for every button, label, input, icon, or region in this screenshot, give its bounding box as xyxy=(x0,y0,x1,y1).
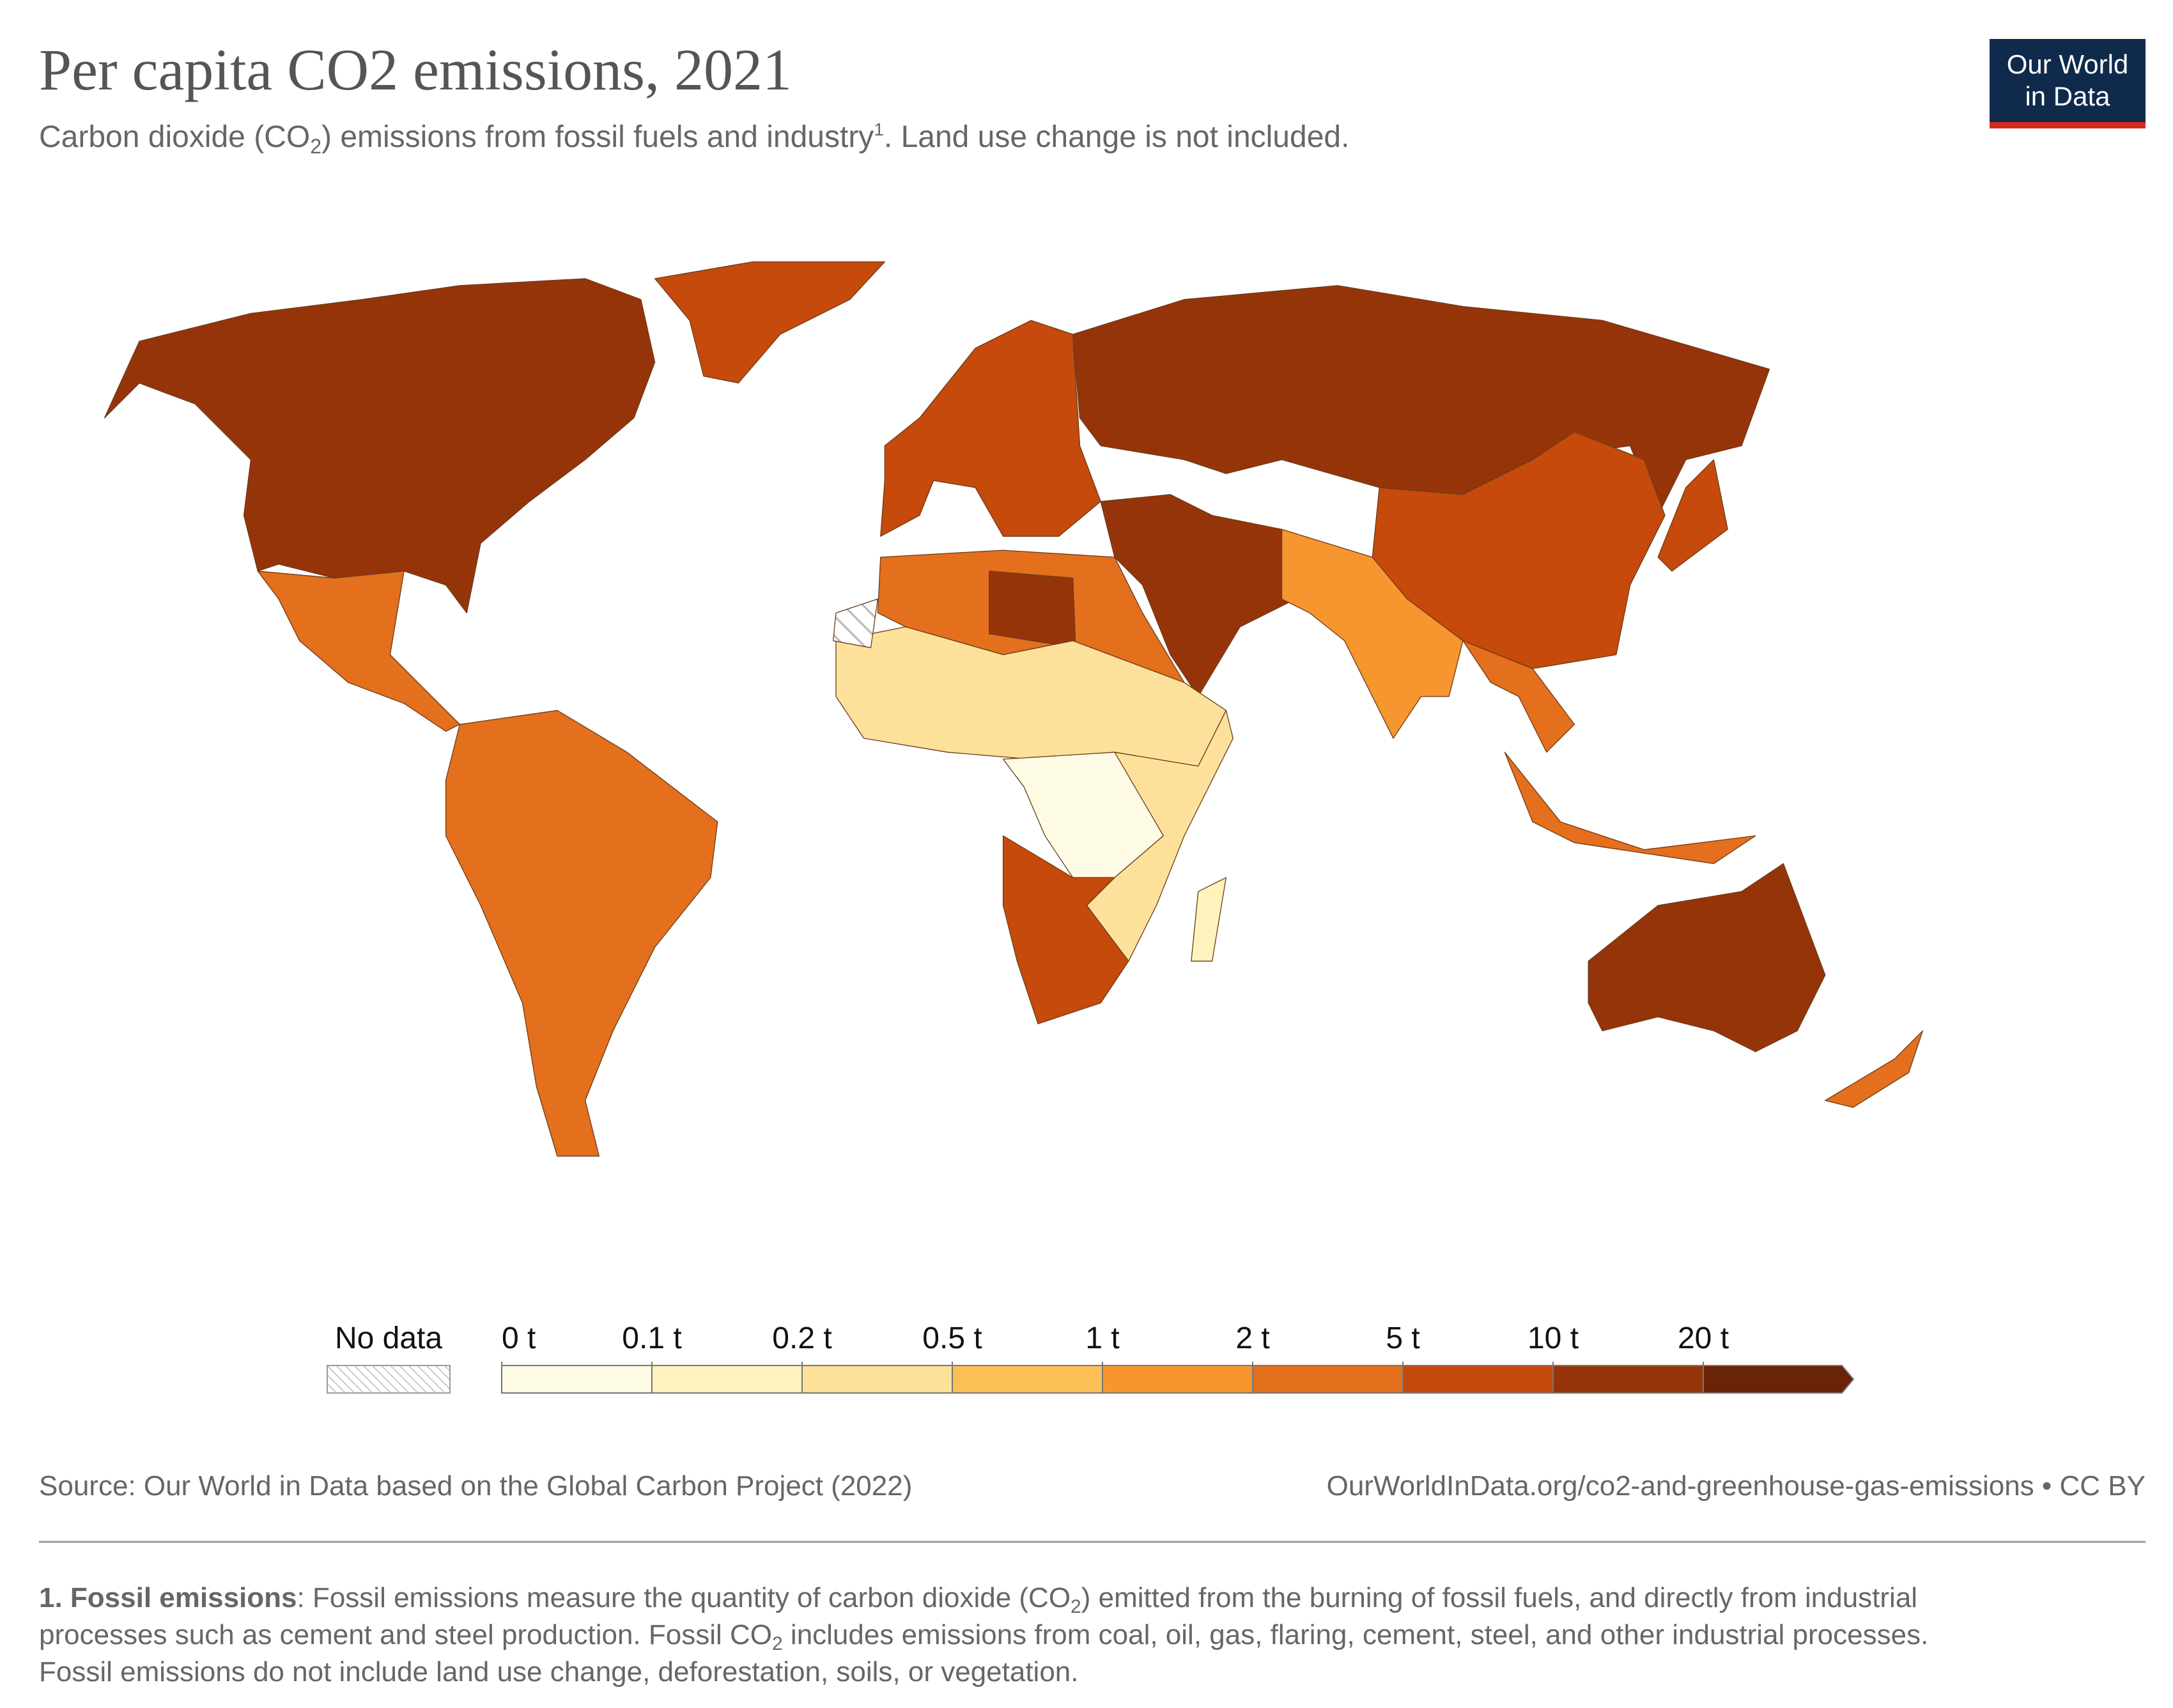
legend-swatch xyxy=(501,1365,653,1394)
subtitle-sup: 1 xyxy=(874,119,884,139)
legend-tick-label: 2 t xyxy=(1235,1321,1269,1355)
subtitle-text: Carbon dioxide (CO xyxy=(39,120,310,154)
region xyxy=(1281,528,1464,739)
legend-tick-label: 1 t xyxy=(1085,1321,1119,1355)
region xyxy=(1100,494,1297,697)
region xyxy=(1072,285,1770,516)
region-no-data xyxy=(832,598,879,649)
legend-swatch xyxy=(1102,1365,1253,1394)
legend-tick-label: 5 t xyxy=(1386,1321,1419,1355)
footnote-text: Fossil emissions do not include land use… xyxy=(39,1656,1079,1688)
region xyxy=(1086,710,1233,962)
source: Source: Our World in Data based on the G… xyxy=(39,1470,912,1502)
region xyxy=(445,710,718,1157)
chart-title: Per capita CO2 emissions, 2021 xyxy=(39,37,792,102)
subtitle-sub: 2 xyxy=(310,135,321,158)
region xyxy=(1462,640,1575,753)
footnote-text: includes emissions from coal, oil, gas, … xyxy=(783,1619,1929,1650)
legend-swatch xyxy=(1252,1365,1404,1394)
region xyxy=(1588,863,1826,1052)
footnote-text: ) emitted from the burning of fossil fue… xyxy=(1081,1582,1917,1613)
legend-swatch xyxy=(1402,1365,1554,1394)
legend-no-data-label: No data xyxy=(335,1321,442,1355)
logo: Our World in Data xyxy=(1990,39,2146,128)
region xyxy=(1504,751,1756,865)
region xyxy=(1657,459,1728,572)
logo-text: in Data xyxy=(2025,81,2110,111)
footnote-text: processes such as cement and steel produ… xyxy=(39,1619,772,1650)
legend: No data 0 t 0.1 t 0.2 t 0.5 t 1 t 2 t 5 t 10 t 2… xyxy=(327,1321,1855,1394)
legend-tick-label: 0.1 t xyxy=(622,1321,681,1355)
footnote-sub: 2 xyxy=(772,1633,783,1654)
legend-swatch xyxy=(952,1365,1103,1394)
legend-tick-label: 0 t xyxy=(502,1321,536,1355)
region xyxy=(1191,877,1227,962)
legend-swatch xyxy=(1703,1365,1855,1394)
legend-no-data-swatch xyxy=(327,1365,451,1394)
legend-swatch xyxy=(801,1365,953,1394)
footnote-text: : Fossil emissions measure the quantity … xyxy=(297,1582,1071,1613)
region xyxy=(880,319,1101,537)
footnote-sub: 2 xyxy=(1071,1596,1081,1617)
logo-box xyxy=(1990,39,2146,122)
legend-tick-label: 0.2 t xyxy=(772,1321,831,1355)
region xyxy=(1825,1030,1924,1108)
footnote-line: 1. Fossil emissions: Fossil emissions me… xyxy=(39,1582,1917,1617)
legend-tick-label: 0.5 t xyxy=(922,1321,982,1355)
region xyxy=(104,278,656,613)
url: OurWorldInData.org/co2-and-greenhouse-ga… xyxy=(1327,1470,2146,1502)
region xyxy=(989,571,1076,649)
logo-bar xyxy=(1990,122,2146,128)
legend-swatch xyxy=(1552,1365,1704,1394)
map xyxy=(104,261,1924,1157)
region xyxy=(1002,835,1129,1024)
footnote-line: processes such as cement and steel produ… xyxy=(39,1619,1928,1654)
subtitle-text: ) emissions from fossil fuels and indust… xyxy=(321,120,874,154)
footnote-line: Fossil emissions do not include land use… xyxy=(39,1656,1079,1688)
footnote: 1. Fossil emissions: Fossil emissions me… xyxy=(39,1582,1928,1688)
region xyxy=(257,571,461,732)
legend-tick-label: 10 t xyxy=(1527,1321,1579,1355)
subtitle-text: . Land use change is not included. xyxy=(884,120,1350,154)
logo-text: Our World xyxy=(2007,49,2129,79)
chart-subtitle: Carbon dioxide (CO2) emissions from foss… xyxy=(39,119,1349,158)
legend-swatch xyxy=(651,1365,803,1394)
footnote-lead: 1. Fossil emissions xyxy=(39,1582,297,1613)
region xyxy=(654,261,885,384)
legend-tick-label: 20 t xyxy=(1678,1321,1729,1355)
